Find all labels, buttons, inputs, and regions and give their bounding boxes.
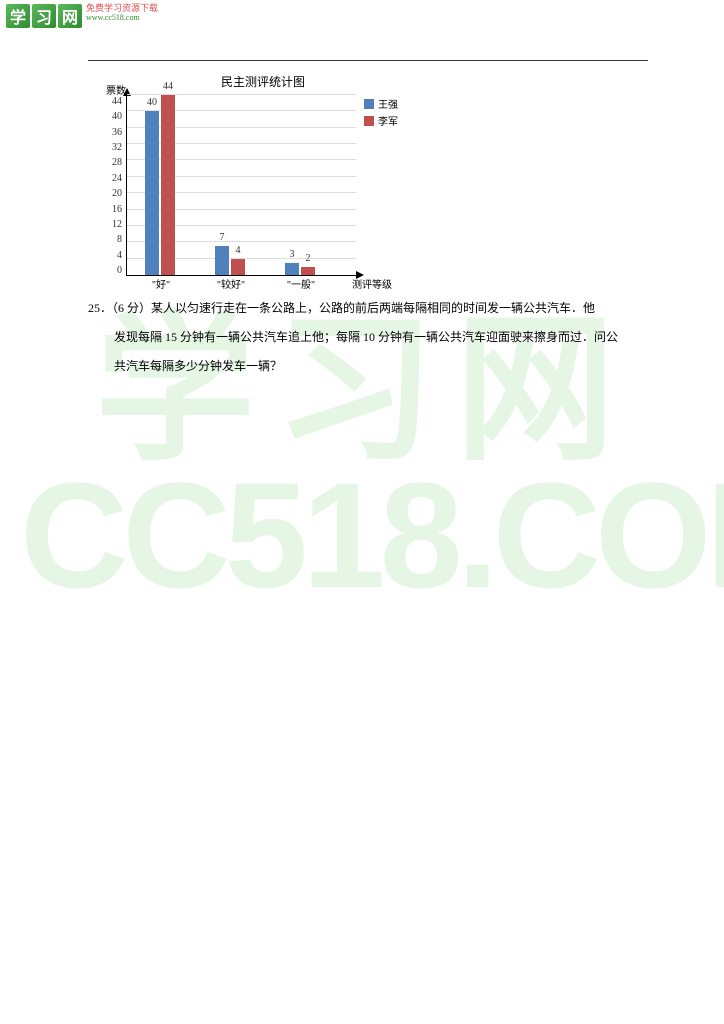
x-category-label: "好"	[141, 276, 181, 291]
bar-value-label: 3	[290, 249, 295, 260]
y-tick: 12	[98, 219, 122, 230]
bar: 40	[145, 111, 159, 275]
site-logo: 学 习 网 免费学习资源下载 www.cc518.com	[6, 4, 158, 28]
y-tick: 28	[98, 157, 122, 168]
bar-chart: 民主测评统计图 票数 048121620242832364044 王强 李军	[98, 73, 398, 276]
y-tick: 4	[98, 250, 122, 261]
bar-value-label: 4	[236, 245, 241, 256]
question-text: 共汽车每隔多少分钟发车一辆？	[88, 352, 648, 381]
bar-group: 74	[215, 246, 245, 275]
watermark-line2: CC518.COM	[20, 460, 710, 610]
bar: 7	[215, 246, 229, 275]
y-tick: 0	[98, 265, 122, 276]
logo-characters: 学 习 网	[6, 4, 82, 28]
y-tick: 40	[98, 111, 122, 122]
logo-url: www.cc518.com	[86, 14, 158, 23]
x-category-label: "一般"	[281, 276, 321, 291]
legend-swatch	[364, 99, 374, 109]
bar-value-label: 40	[147, 97, 157, 108]
question-points: （6 分）	[112, 301, 151, 315]
bar-value-label: 44	[163, 81, 173, 92]
question-text: 某人以匀速行走在一条公路上，公路的前后两端每隔相同的时间发一辆公共汽车．他	[151, 301, 595, 315]
x-axis-label: 测评等级	[352, 276, 392, 291]
bar-group: 4044	[145, 95, 175, 275]
legend-swatch	[364, 116, 374, 126]
question-25: 25．（6 分）某人以匀速行走在一条公路上，公路的前后两端每隔相同的时间发一辆公…	[88, 294, 648, 380]
page-content: 民主测评统计图 票数 048121620242832364044 王强 李军	[88, 60, 648, 380]
legend-label: 王强	[378, 96, 398, 111]
y-tick: 16	[98, 204, 122, 215]
bar: 3	[285, 263, 299, 275]
legend-label: 李军	[378, 113, 398, 128]
y-tick: 8	[98, 234, 122, 245]
y-tick: 20	[98, 188, 122, 199]
y-tick-labels: 0 4 8 12 16 20 24 28 32 36 40 44	[98, 96, 126, 276]
y-axis-label: 票数	[98, 82, 126, 97]
y-tick: 24	[98, 173, 122, 184]
bar-value-label: 7	[220, 232, 225, 243]
divider	[88, 60, 648, 61]
question-number: 25．	[88, 301, 112, 315]
legend-item: 李军	[364, 113, 398, 128]
chart-legend: 王强 李军	[364, 96, 398, 130]
bar: 4	[231, 259, 245, 275]
y-tick: 32	[98, 142, 122, 153]
bar-value-label: 2	[306, 253, 311, 264]
logo-char: 网	[58, 4, 82, 28]
question-text: 发现每隔 15 分钟有一辆公共汽车追上他；每隔 10 分钟有一辆公共汽车迎面驶来…	[88, 323, 648, 352]
logo-char: 习	[32, 4, 56, 28]
chart-plot-area: 王强 李军 测评等级 4044"好"74"较好"32"一般"	[126, 96, 356, 276]
bar: 2	[301, 267, 315, 275]
legend-item: 王强	[364, 96, 398, 111]
y-tick: 44	[98, 96, 122, 107]
y-tick: 36	[98, 127, 122, 138]
chart-body: 票数 048121620242832364044 王强 李军 测评等级 4044…	[98, 96, 398, 276]
x-category-label: "较好"	[211, 276, 251, 291]
bar: 44	[161, 95, 175, 275]
logo-subtext: 免费学习资源下载 www.cc518.com	[86, 4, 158, 23]
logo-char: 学	[6, 4, 30, 28]
bar-group: 32	[285, 263, 315, 275]
